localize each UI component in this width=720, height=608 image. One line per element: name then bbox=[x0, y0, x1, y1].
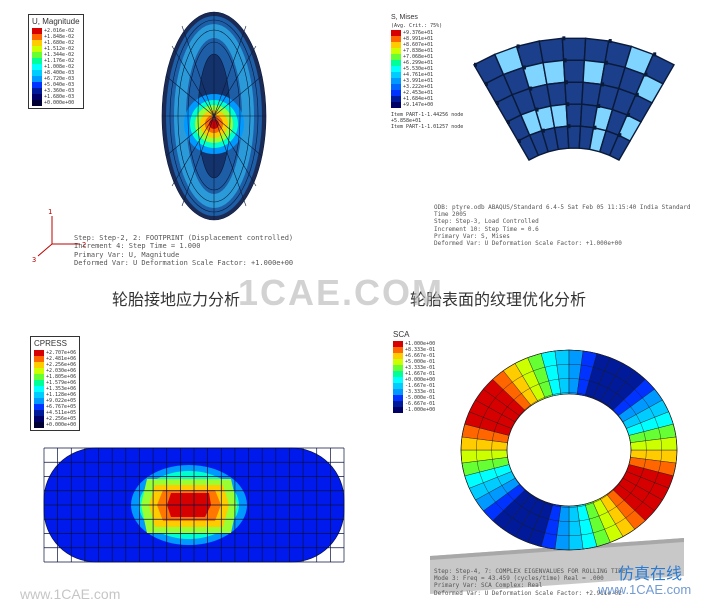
legend-items: +9.376e+01+8.991e+01+8.607e+01+7.838e+01… bbox=[391, 30, 463, 108]
caption-line: Primary Var: S, Mises bbox=[434, 233, 704, 240]
svg-text:3: 3 bbox=[32, 256, 36, 264]
caption-line: Deformed Var: U Deformation Scale Factor… bbox=[74, 259, 293, 267]
legend-swatch bbox=[34, 422, 44, 428]
legend-footer-line: Item PART-1-1.01257 node bbox=[391, 124, 463, 130]
legend-label: +0.000e+00 bbox=[46, 422, 76, 428]
legend-swatch bbox=[32, 100, 42, 106]
legend-row: +0.000e+00 bbox=[32, 100, 80, 106]
panel-contact-pressure: CPRESS +2.707e+06+2.481e+06+2.256e+06+2.… bbox=[24, 330, 354, 590]
caption-line: Step: Step-4, 7: COMPLEX EIGENVALUES FOR… bbox=[434, 568, 625, 575]
legend-title: U, Magnitude bbox=[32, 17, 80, 26]
brand-text: 仿真在线 bbox=[618, 560, 682, 584]
watermark-center: 1CAE.COM bbox=[238, 272, 444, 314]
legend-label: +9.147e+00 bbox=[403, 102, 433, 108]
legend-sca: SCA +1.000e+00+8.333e-01+6.667e-01+5.000… bbox=[390, 328, 438, 415]
legend-row: +0.000e+00 bbox=[34, 422, 76, 428]
watermark-url-right: www.1CAE.com bbox=[598, 582, 691, 597]
caption-line: Step: Step-3, Load Controlled bbox=[434, 218, 704, 225]
caption-line: Mode 3: Freq = 43.459 (cycles/time) Real… bbox=[434, 575, 625, 582]
caption-line: Increment 10: Step Time = 0.6 bbox=[434, 226, 704, 233]
svg-text:1: 1 bbox=[48, 208, 52, 216]
watermark-url-left: www.1CAE.com bbox=[20, 586, 120, 602]
legend-label: -1.000e+00 bbox=[405, 407, 435, 413]
legend-title: S, Mises bbox=[391, 14, 463, 21]
caption-line: Primary Var: SCA Complex: Real bbox=[434, 582, 625, 589]
legend-swatch bbox=[393, 407, 403, 413]
legend-title: SCA bbox=[393, 330, 435, 339]
caption-line: Deformed Var: U Deformation Scale Factor… bbox=[434, 590, 625, 597]
panel-tire-displacement: U, Magnitude +2.016e-02+1.848e-02+1.680e… bbox=[24, 6, 354, 266]
caption-p4: Step: Step-4, 7: COMPLEX EIGENVALUES FOR… bbox=[434, 568, 625, 597]
caption-line: ODB: ptyre.odb ABAQUS/Standard 6.4-5 Sat… bbox=[434, 204, 704, 218]
caption-line: Step: Step-2, 2: FOOTPRINT (Displacement… bbox=[74, 234, 293, 242]
legend-label: +0.000e+00 bbox=[44, 100, 74, 106]
caption-p1: Step: Step-2, 2: FOOTPRINT (Displacement… bbox=[74, 234, 293, 268]
legend-items: +2.016e-02+1.848e-02+1.680e-02+1.512e-02… bbox=[32, 28, 80, 106]
panel-tire-mode: SCA +1.000e+00+8.333e-01+6.667e-01+5.000… bbox=[384, 320, 704, 600]
legend-items: +2.707e+06+2.481e+06+2.256e+06+2.030e+06… bbox=[34, 350, 76, 428]
legend-items: +1.000e+00+8.333e-01+6.667e-01+5.000e-01… bbox=[393, 341, 435, 413]
caption-p2: ODB: ptyre.odb ABAQUS/Standard 6.4-5 Sat… bbox=[434, 204, 704, 247]
legend-title: CPRESS bbox=[34, 339, 76, 348]
legend-subtitle: (Avg. Crit.: 75%) bbox=[391, 23, 463, 29]
legend-swatch bbox=[391, 102, 401, 108]
legend-cpress: CPRESS +2.707e+06+2.481e+06+2.256e+06+2.… bbox=[30, 336, 80, 431]
caption-line: Deformed Var: U Deformation Scale Factor… bbox=[434, 240, 704, 247]
legend-mises: S, Mises (Avg. Crit.: 75%) +9.376e+01+8.… bbox=[388, 12, 466, 132]
caption-left: 轮胎接地应力分析 bbox=[112, 286, 240, 310]
caption-line: Increment 4: Step Time = 1.000 bbox=[74, 242, 293, 250]
legend-umag: U, Magnitude +2.016e-02+1.848e-02+1.680e… bbox=[28, 14, 84, 109]
panel-tread-mises: S, Mises (Avg. Crit.: 75%) +9.376e+01+8.… bbox=[384, 6, 704, 266]
caption-line: Primary Var: U, Magnitude bbox=[74, 251, 293, 259]
legend-row: -1.000e+00 bbox=[393, 407, 435, 413]
